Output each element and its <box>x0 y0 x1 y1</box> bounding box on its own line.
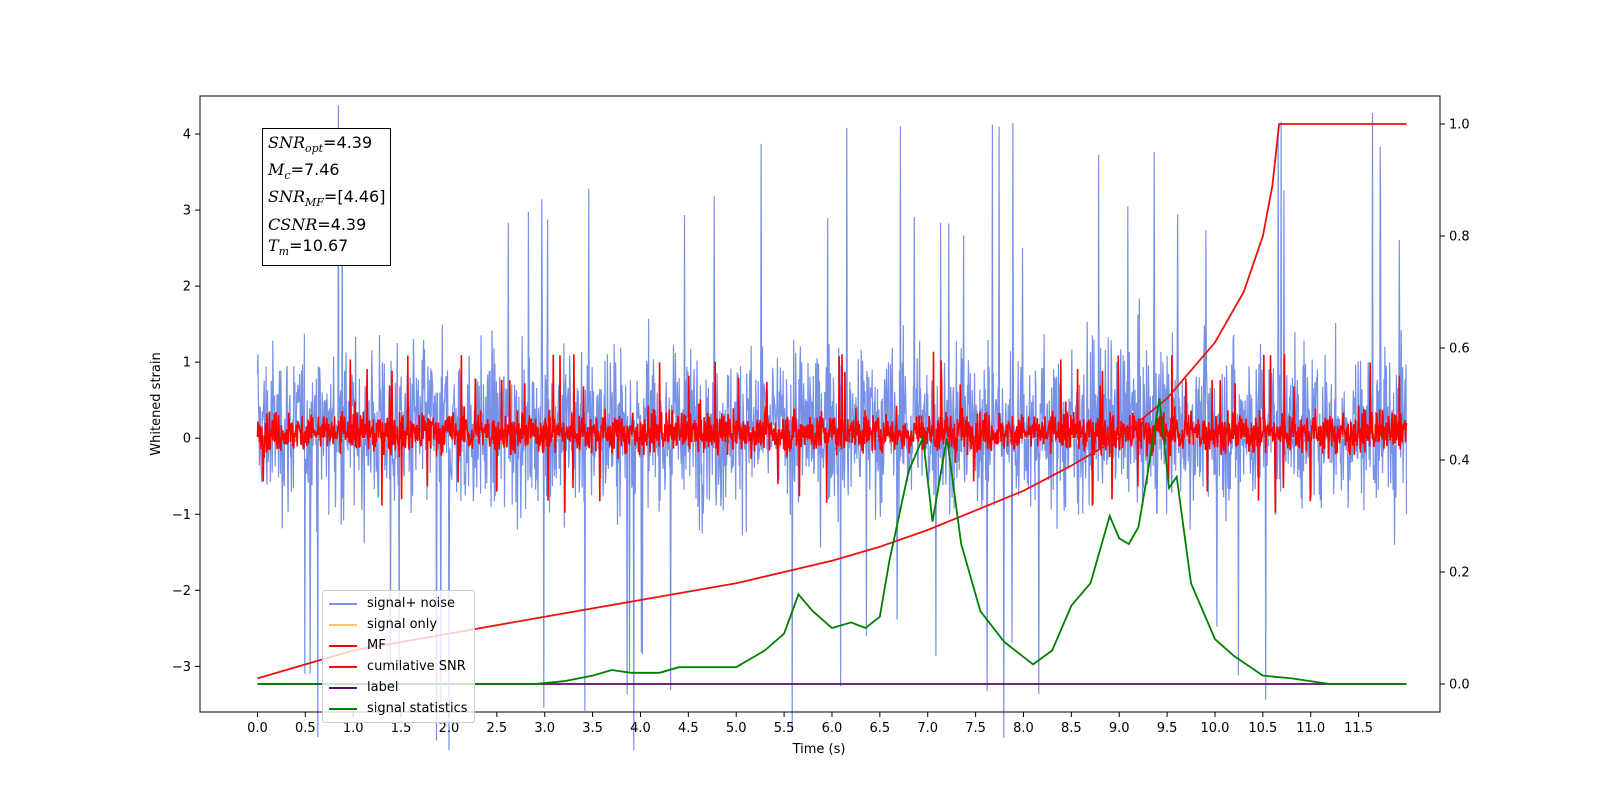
legend-swatch <box>329 602 357 605</box>
y-axis-label: Whitened strain <box>149 352 164 455</box>
legend-item: signal+ noise <box>329 593 468 614</box>
legend-swatch <box>329 665 357 668</box>
series-layer <box>256 123 1408 685</box>
x-tick-label: 1.0 <box>343 721 364 736</box>
y-tick-label: 1 <box>183 356 191 371</box>
x-tick-label: 0.5 <box>295 721 316 736</box>
annot-snr-mf: SNRMF=[4.46] <box>268 187 386 210</box>
noise-layer <box>256 105 1408 751</box>
x-axis-label: Time (s) <box>792 742 846 757</box>
legend-label: signal only <box>367 617 438 632</box>
x-tick-label: 6.5 <box>870 721 891 736</box>
x-tick-label: 7.0 <box>917 721 938 736</box>
stats-annotation-box: SNRopt=4.39 Mc=7.46 SNRMF=[4.46] CSNR=4.… <box>262 128 392 266</box>
x-tick-label: 3.0 <box>534 721 555 736</box>
annot-csnr: CSNR=4.39 <box>268 214 367 234</box>
annot-tm: Tm=10.67 <box>268 235 349 258</box>
x-tick-label: 10.5 <box>1248 721 1277 736</box>
x-tick-label: 2.0 <box>439 721 460 736</box>
series-signal-noise-line <box>256 105 1408 751</box>
y-tick-label: −3 <box>172 660 191 675</box>
legend-swatch <box>329 686 357 689</box>
series-cumilative-snr-line <box>257 123 1407 680</box>
legend-label: signal statistics <box>367 701 468 716</box>
legend-item: signal only <box>329 614 468 635</box>
x-tick-label: 9.0 <box>1109 721 1130 736</box>
x-tick-label: 11.5 <box>1344 721 1373 736</box>
y-tick-label: −2 <box>172 584 191 599</box>
x-tick-label: 2.5 <box>486 721 507 736</box>
x-tick-label: 4.5 <box>678 721 699 736</box>
legend-item: cumilative SNR <box>329 656 468 677</box>
y2-tick-label: 0.0 <box>1449 678 1470 693</box>
y2-tick-label: 1.0 <box>1449 118 1470 133</box>
x-tick-label: 10.0 <box>1201 721 1230 736</box>
x-tick-label: 11.0 <box>1296 721 1325 736</box>
y-tick-label: −1 <box>172 508 191 523</box>
y2-tick-label: 0.4 <box>1449 454 1470 469</box>
legend-item: signal statistics <box>329 698 468 719</box>
y2-tick-label: 0.6 <box>1449 342 1470 357</box>
legend-label: MF <box>367 638 386 653</box>
annot-snr-opt: SNRopt=4.39 <box>268 133 373 156</box>
y-tick-label: 4 <box>183 128 191 143</box>
y-tick-label: 0 <box>183 432 191 447</box>
x-tick-label: 9.5 <box>1157 721 1178 736</box>
x-tick-label: 5.0 <box>726 721 747 736</box>
y-tick-label: 2 <box>183 280 191 295</box>
x-tick-label: 8.0 <box>1013 721 1034 736</box>
x-tick-label: 1.5 <box>391 721 412 736</box>
y-axis-right: 1.0 0.8 0.6 0.4 0.2 0.0 <box>1440 118 1470 693</box>
annot-mc: Mc=7.46 <box>268 160 340 183</box>
y-tick-label: 3 <box>183 204 191 219</box>
y2-tick-label: 0.8 <box>1449 230 1470 245</box>
plot-frame <box>199 95 1441 713</box>
legend-swatch <box>329 644 357 647</box>
x-tick-label: 5.5 <box>774 721 795 736</box>
legend-swatch <box>329 623 357 626</box>
x-tick-label: 7.5 <box>965 721 986 736</box>
x-tick-label: 4.0 <box>630 721 651 736</box>
y-axis-left: 4 3 2 1 0 −1 −2 −3 <box>172 128 200 675</box>
x-axis: 0.0 0.5 1.0 1.5 2.0 2.5 3.0 3.5 4.0 4.5 5.0 5.5 6.0 6… <box>247 712 1373 736</box>
legend-label: cumilative SNR <box>367 659 466 674</box>
legend-swatch <box>329 707 357 710</box>
x-tick-label: 3.5 <box>582 721 603 736</box>
x-tick-label: 0.0 <box>247 721 268 736</box>
legend: signal+ noise signal only MF cumilative SNR… <box>322 590 475 723</box>
series-mf-line <box>256 351 1408 513</box>
legend-label: signal+ noise <box>367 596 456 611</box>
x-tick-label: 6.0 <box>822 721 843 736</box>
legend-item: label <box>329 677 468 698</box>
y2-tick-label: 0.2 <box>1449 566 1470 581</box>
series-signal-statistics-line <box>257 398 1407 685</box>
legend-label: label <box>367 680 399 695</box>
x-tick-label: 8.5 <box>1061 721 1082 736</box>
legend-item: MF <box>329 635 468 656</box>
